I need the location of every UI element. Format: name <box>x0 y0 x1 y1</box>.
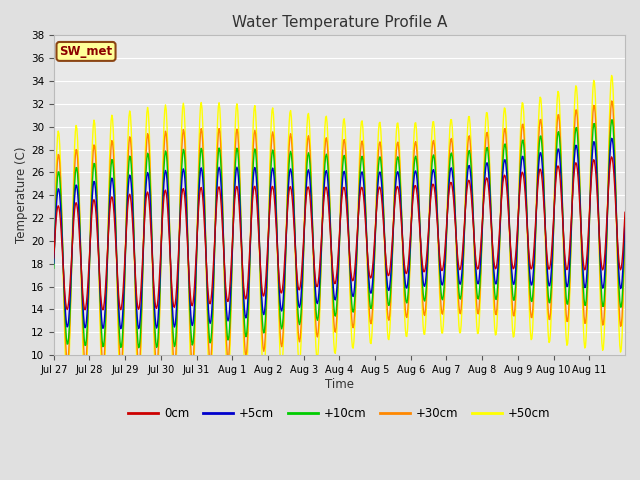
Text: SW_met: SW_met <box>60 45 113 58</box>
Legend: 0cm, +5cm, +10cm, +30cm, +50cm: 0cm, +5cm, +10cm, +30cm, +50cm <box>124 402 555 425</box>
Title: Water Temperature Profile A: Water Temperature Profile A <box>232 15 447 30</box>
Y-axis label: Temperature (C): Temperature (C) <box>15 147 28 243</box>
X-axis label: Time: Time <box>325 377 354 391</box>
